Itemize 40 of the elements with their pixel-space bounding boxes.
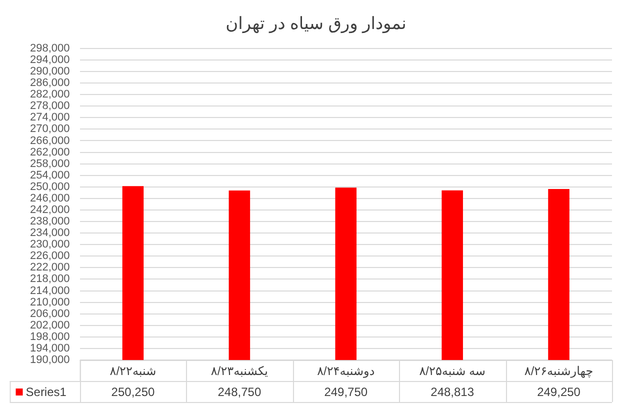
- y-tick-label: 190,000: [30, 354, 70, 366]
- y-tick-label: 286,000: [30, 77, 70, 90]
- y-tick-label: 210,000: [30, 296, 70, 308]
- x-tick-label: شنبه۸/۲۲: [110, 364, 156, 378]
- y-tick-label: 194,000: [30, 342, 70, 354]
- x-tick-label: دوشنبه۸/۲۴: [317, 364, 375, 378]
- y-tick-label: 222,000: [30, 262, 70, 274]
- y-tick-label: 234,000: [30, 227, 70, 240]
- data-label: 248,750: [218, 384, 262, 399]
- y-tick-label: 218,000: [30, 273, 70, 286]
- data-label: 250,250: [111, 384, 155, 399]
- y-tick-label: 266,000: [30, 134, 70, 147]
- y-tick-label: 278,000: [30, 100, 70, 112]
- y-tick-label: 202,000: [30, 319, 70, 332]
- y-tick-label: 262,000: [30, 146, 70, 158]
- y-tick-label: 214,000: [30, 284, 70, 297]
- data-label: 249,250: [537, 384, 581, 399]
- y-tick-label: 274,000: [30, 112, 70, 124]
- y-tick-label: 254,000: [30, 169, 70, 182]
- chart-title: نمودار ورق سیاه در تهران: [226, 14, 406, 34]
- y-tick-label: 238,000: [30, 216, 70, 228]
- y-tick-label: 230,000: [30, 238, 70, 251]
- y-tick-label: 298,000: [30, 42, 70, 54]
- y-tick-label: 226,000: [30, 250, 70, 262]
- data-label: 248,813: [430, 384, 474, 399]
- x-tick-label: چهارشنبه۸/۲۶: [524, 364, 594, 378]
- y-tick-label: 206,000: [30, 308, 70, 320]
- y-tick-label: 290,000: [30, 66, 70, 78]
- y-tick-label: 258,000: [30, 158, 70, 170]
- y-tick-label: 270,000: [30, 123, 70, 136]
- data-label: 249,750: [324, 384, 368, 399]
- x-tick-label: یکشنبه۸/۲۳: [210, 364, 268, 378]
- y-tick-label: 198,000: [30, 330, 70, 343]
- x-tick-label: سه شنبه۸/۲۵: [419, 364, 486, 378]
- y-tick-label: 246,000: [30, 192, 70, 204]
- y-tick-label: 294,000: [30, 54, 70, 66]
- legend-label: Series1: [26, 384, 67, 399]
- y-tick-label: 250,000: [30, 180, 70, 193]
- y-tick-label: 242,000: [30, 204, 70, 216]
- y-tick-label: 282,000: [30, 88, 70, 101]
